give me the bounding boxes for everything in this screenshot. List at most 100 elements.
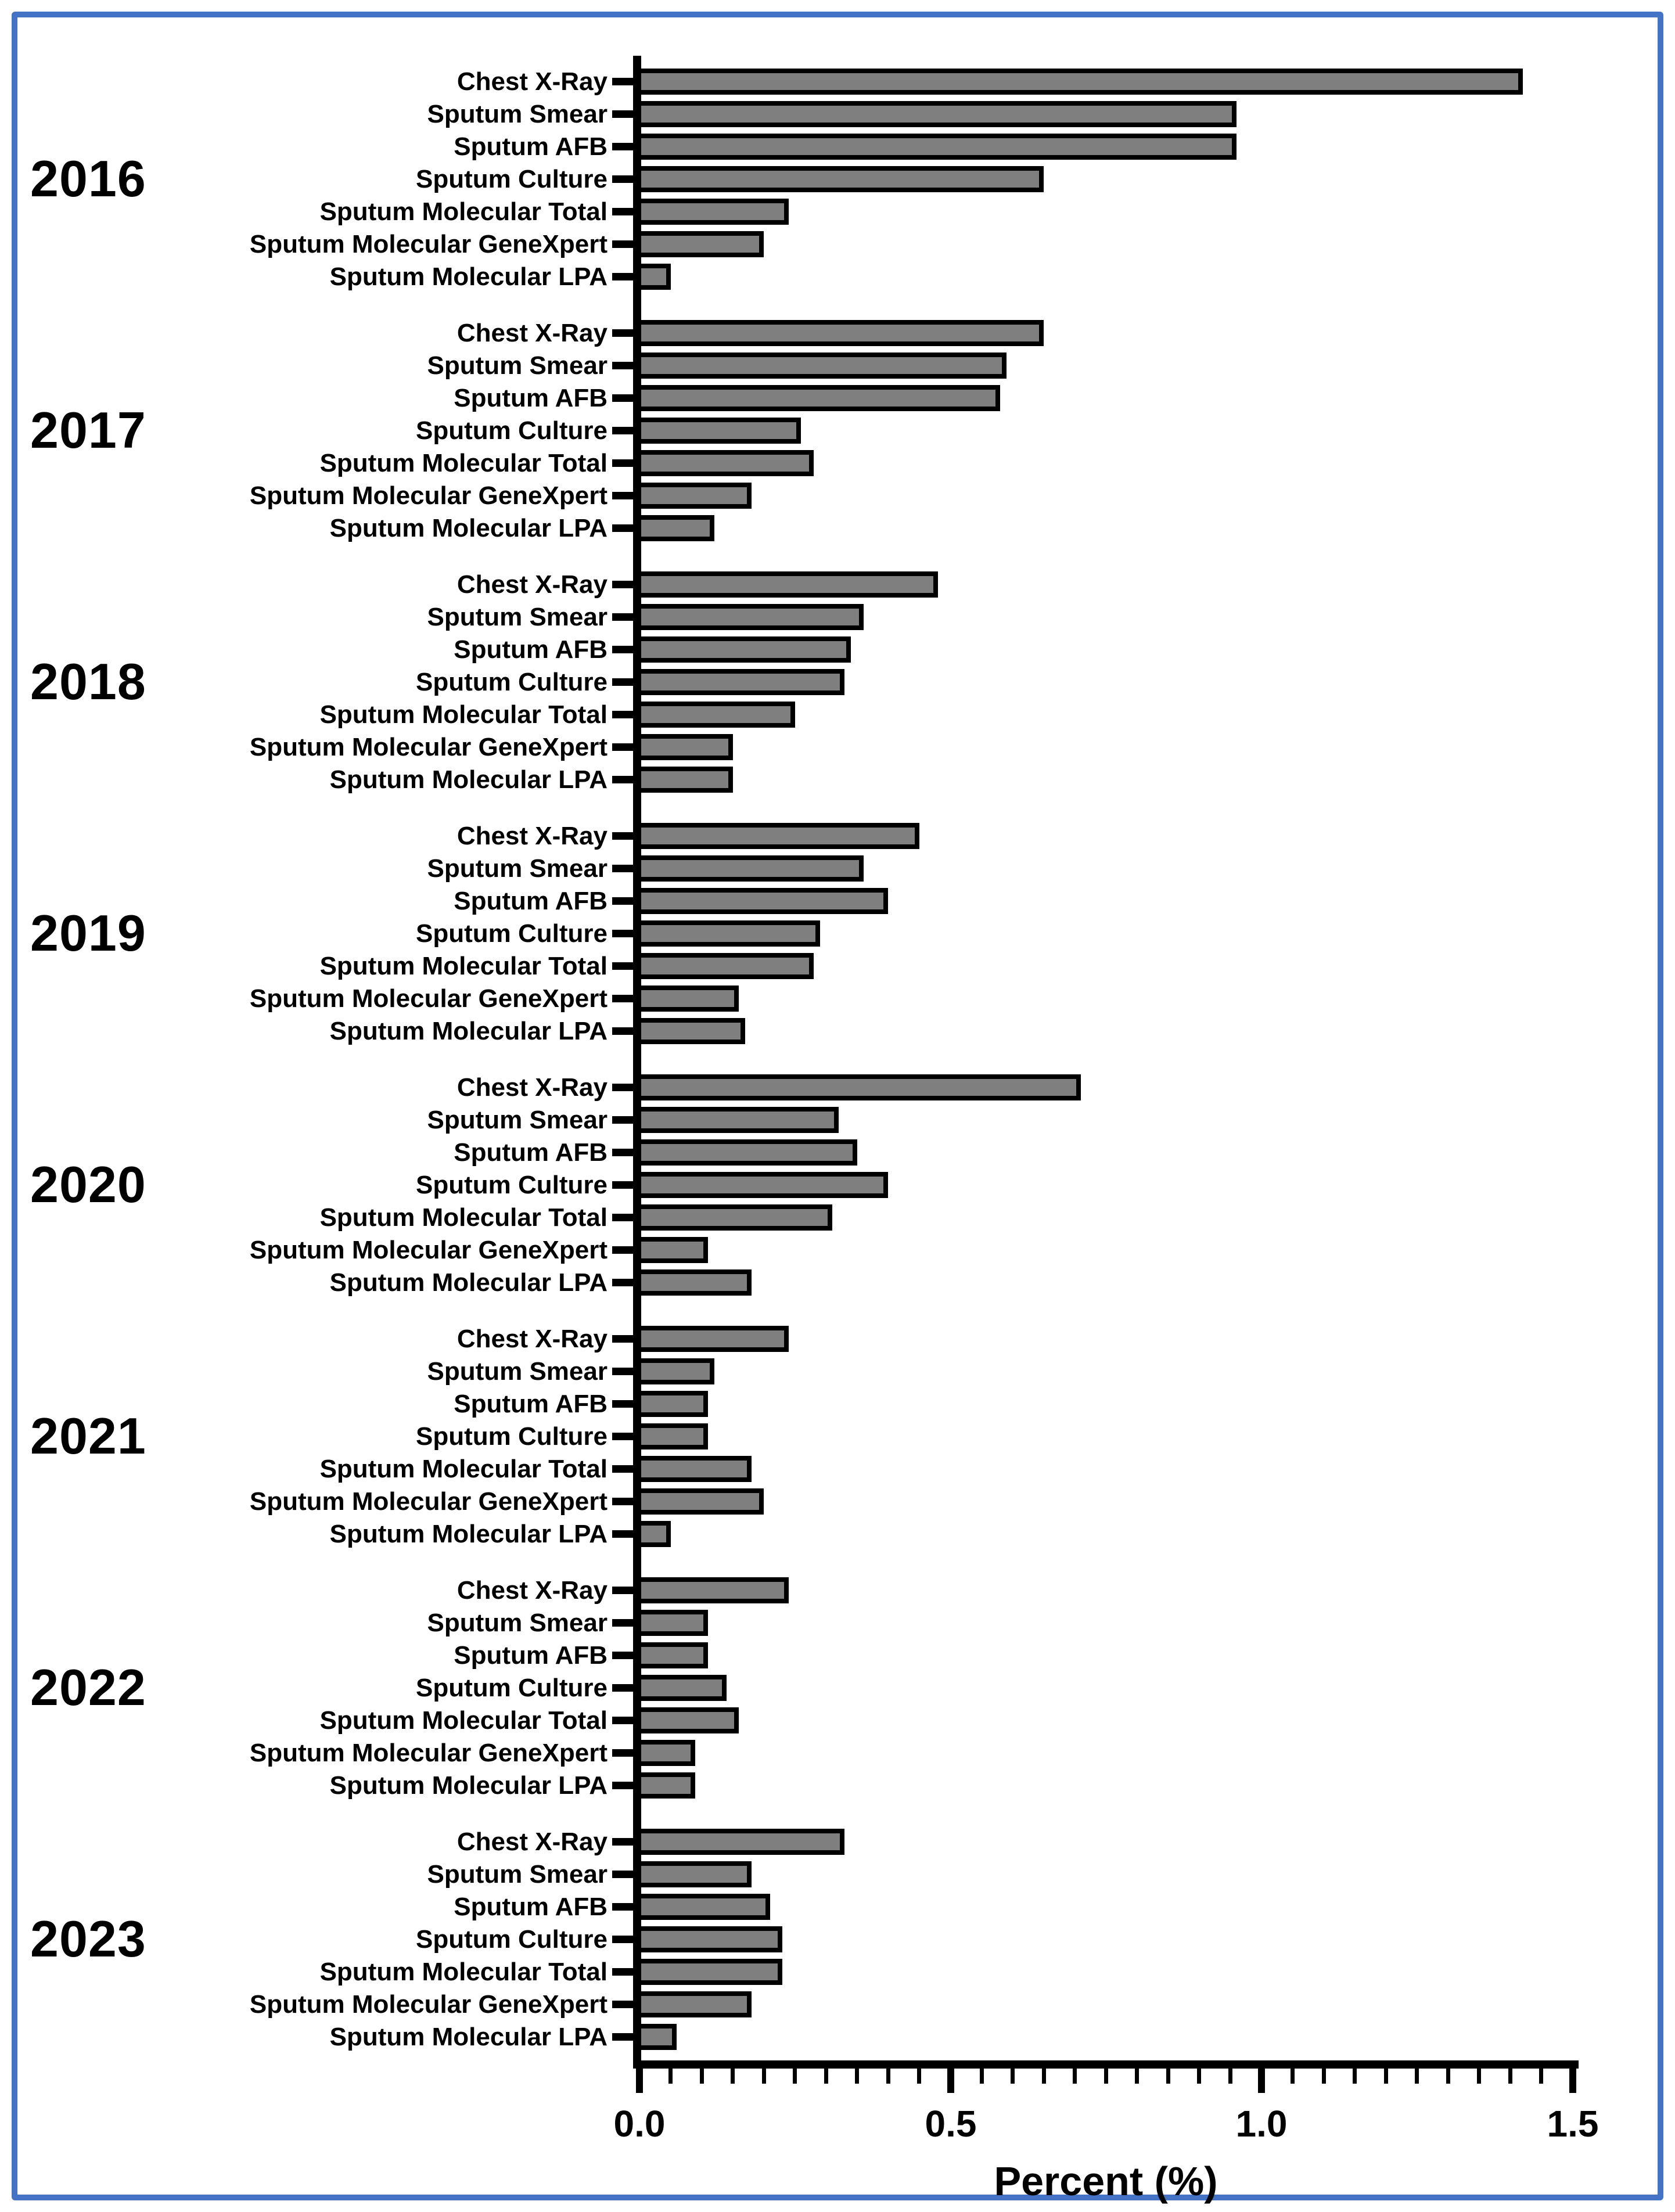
bar-2016-sputum-molecular-total xyxy=(633,199,789,225)
x-axis-minor-tick xyxy=(1104,2069,1108,2084)
bar-2021-sputum-culture xyxy=(633,1423,708,1450)
x-axis-minor-tick xyxy=(1446,2069,1450,2084)
bar-2020-sputum-molecular-genexpert xyxy=(633,1237,708,1263)
category-tick xyxy=(612,362,633,369)
x-axis-minor-tick xyxy=(855,2069,859,2084)
x-axis-minor-tick xyxy=(1197,2069,1201,2084)
bar-2023-sputum-molecular-genexpert xyxy=(633,1991,752,2017)
category-label-sputum-culture: Sputum Culture xyxy=(416,919,608,948)
category-label-sputum-molecular-lpa: Sputum Molecular LPA xyxy=(329,1519,608,1548)
bar-2017-chest-x-ray xyxy=(633,320,1044,346)
category-tick xyxy=(612,743,633,751)
bar-2018-sputum-molecular-genexpert xyxy=(633,734,733,760)
category-label-sputum-molecular-genexpert: Sputum Molecular GeneXpert xyxy=(249,1487,608,1516)
bar-2017-sputum-molecular-lpa xyxy=(633,515,714,541)
category-tick xyxy=(612,1684,633,1692)
bar-2019-sputum-molecular-lpa xyxy=(633,1018,745,1044)
category-tick xyxy=(612,459,633,467)
category-tick xyxy=(612,394,633,402)
category-label-sputum-culture: Sputum Culture xyxy=(416,667,608,696)
category-label-sputum-smear: Sputum Smear xyxy=(427,351,608,380)
category-label-sputum-culture: Sputum Culture xyxy=(416,164,608,193)
year-label-2022: 2022 xyxy=(30,1658,146,1716)
category-label-sputum-molecular-lpa: Sputum Molecular LPA xyxy=(329,1771,608,1800)
x-axis-minor-tick xyxy=(1228,2069,1232,2084)
x-axis-minor-tick xyxy=(1073,2069,1077,2084)
x-axis-minor-tick xyxy=(1477,2069,1481,2084)
bar-2017-sputum-culture xyxy=(633,418,801,444)
category-label-chest-x-ray: Chest X-Ray xyxy=(457,1073,608,1102)
category-label-sputum-smear: Sputum Smear xyxy=(427,854,608,883)
bar-2018-sputum-smear xyxy=(633,604,864,630)
bar-2018-sputum-culture xyxy=(633,669,844,695)
category-label-sputum-smear: Sputum Smear xyxy=(427,1608,608,1637)
x-axis-minor-tick xyxy=(1384,2069,1388,2084)
bar-2020-sputum-molecular-total xyxy=(633,1204,832,1231)
x-axis-minor-tick xyxy=(731,2069,735,2084)
bar-2017-sputum-molecular-genexpert xyxy=(633,483,752,509)
bar-2019-sputum-molecular-total xyxy=(633,953,814,979)
category-label-sputum-afb: Sputum AFB xyxy=(454,1138,608,1167)
year-label-2020: 2020 xyxy=(30,1155,146,1213)
bar-2021-sputum-molecular-total xyxy=(633,1456,752,1482)
category-tick xyxy=(612,776,633,783)
category-tick xyxy=(612,1181,633,1189)
category-tick xyxy=(612,995,633,1002)
category-label-sputum-molecular-total: Sputum Molecular Total xyxy=(319,951,608,980)
bar-2023-sputum-culture xyxy=(633,1926,782,1952)
x-axis-minor-tick xyxy=(762,2069,766,2084)
category-label-sputum-smear: Sputum Smear xyxy=(427,1357,608,1386)
category-label-sputum-molecular-lpa: Sputum Molecular LPA xyxy=(329,262,608,291)
category-label-sputum-afb: Sputum AFB xyxy=(454,635,608,664)
category-tick xyxy=(612,1871,633,1878)
bar-2021-sputum-afb xyxy=(633,1391,708,1417)
year-label-2021: 2021 xyxy=(30,1407,146,1465)
category-tick xyxy=(612,273,633,280)
category-tick xyxy=(612,1116,633,1124)
x-axis-minor-tick xyxy=(793,2069,797,2084)
category-label-chest-x-ray: Chest X-Ray xyxy=(457,1576,608,1605)
category-label-sputum-molecular-genexpert: Sputum Molecular GeneXpert xyxy=(249,1235,608,1264)
bar-2021-sputum-smear xyxy=(633,1358,714,1384)
year-label-2023: 2023 xyxy=(30,1909,146,1968)
x-axis-tick-label: 1.5 xyxy=(1547,2103,1599,2145)
bar-2018-sputum-molecular-total xyxy=(633,702,795,728)
year-label-2016: 2016 xyxy=(30,149,146,207)
category-label-sputum-molecular-total: Sputum Molecular Total xyxy=(319,448,608,477)
category-tick xyxy=(612,1619,633,1627)
category-label-sputum-smear: Sputum Smear xyxy=(427,99,608,128)
x-axis-line xyxy=(633,2060,1579,2069)
bar-2018-chest-x-ray xyxy=(633,571,938,598)
bar-2020-sputum-afb xyxy=(633,1139,857,1166)
bar-2022-sputum-culture xyxy=(633,1675,727,1701)
category-tick xyxy=(612,1968,633,1976)
bar-2023-sputum-smear xyxy=(633,1861,752,1887)
category-tick xyxy=(612,1246,633,1254)
category-label-sputum-molecular-lpa: Sputum Molecular LPA xyxy=(329,1016,608,1045)
category-label-sputum-molecular-total: Sputum Molecular Total xyxy=(319,700,608,729)
bar-2022-sputum-molecular-total xyxy=(633,1707,739,1733)
category-tick xyxy=(612,1149,633,1156)
category-tick xyxy=(612,1717,633,1724)
bar-2022-sputum-molecular-lpa xyxy=(633,1772,695,1799)
bar-2016-sputum-afb xyxy=(633,134,1237,160)
category-label-sputum-molecular-genexpert: Sputum Molecular GeneXpert xyxy=(249,732,608,761)
bar-2020-sputum-molecular-lpa xyxy=(633,1269,752,1296)
x-axis-minor-tick xyxy=(668,2069,673,2084)
category-tick xyxy=(612,1838,633,1846)
x-axis-minor-tick xyxy=(700,2069,704,2084)
category-tick xyxy=(612,492,633,499)
x-axis-major-tick xyxy=(1258,2069,1265,2093)
bar-2018-sputum-molecular-lpa xyxy=(633,767,733,793)
x-axis-minor-tick xyxy=(1291,2069,1295,2084)
category-tick xyxy=(612,240,633,248)
category-label-sputum-molecular-total: Sputum Molecular Total xyxy=(319,1454,608,1483)
bar-2023-sputum-molecular-total xyxy=(633,1959,782,1985)
category-tick xyxy=(612,2001,633,2008)
bar-2020-sputum-smear xyxy=(633,1107,839,1133)
category-label-sputum-molecular-lpa: Sputum Molecular LPA xyxy=(329,2022,608,2051)
category-tick xyxy=(612,427,633,434)
category-label-sputum-molecular-total: Sputum Molecular Total xyxy=(319,1957,608,1986)
category-label-sputum-molecular-genexpert: Sputum Molecular GeneXpert xyxy=(249,229,608,258)
